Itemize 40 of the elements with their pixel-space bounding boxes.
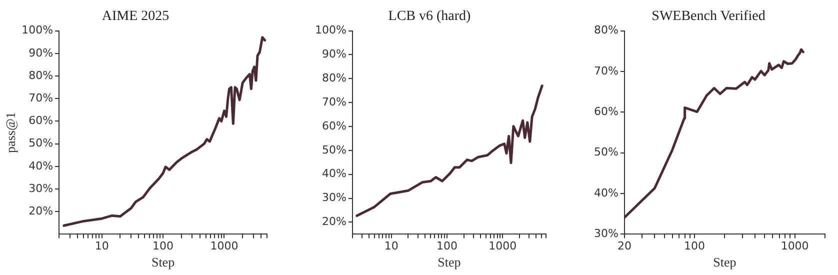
y-tick-label: 50% xyxy=(322,143,346,156)
y-tick-label: 20% xyxy=(322,215,346,228)
y-tick-label: 90% xyxy=(28,46,54,60)
y-tick-label: 40% xyxy=(322,167,346,180)
y-tick-label: 80% xyxy=(322,72,346,85)
x-axis-title: Step xyxy=(438,254,461,270)
x-tick-label: 1000 xyxy=(488,240,517,253)
x-tick-label: 100 xyxy=(152,240,174,253)
chart-title: LCB v6 (hard) xyxy=(388,9,472,24)
x-tick-label: 1000 xyxy=(210,240,238,253)
x-tick-label: 10 xyxy=(94,240,109,253)
y-tick-label: 90% xyxy=(322,48,346,61)
y-tick-label: 100% xyxy=(22,24,54,37)
y-tick-label: 30% xyxy=(322,191,346,204)
y-tick-label: 50% xyxy=(594,146,618,159)
y-tick-label: 30% xyxy=(28,182,54,195)
y-tick-label: 30% xyxy=(594,227,618,240)
y-tick-label: 60% xyxy=(28,114,54,128)
y-tick-label: 60% xyxy=(322,119,346,132)
x-tick-label: 10 xyxy=(384,240,398,253)
y-tick-label: 40% xyxy=(28,159,54,172)
y-axis-title: pass@1 xyxy=(3,112,18,153)
x-tick-label: 20 xyxy=(617,240,632,253)
x-axis-title: Step xyxy=(151,254,175,270)
y-tick-label: 40% xyxy=(594,186,618,200)
chart-title: AIME 2025 xyxy=(102,9,170,24)
y-tick-label: 70% xyxy=(594,64,618,78)
x-axis-title: Step xyxy=(713,254,736,270)
x-tick-label: 100 xyxy=(436,240,458,253)
y-tick-label: 70% xyxy=(28,91,54,104)
y-tick-label: 80% xyxy=(28,68,54,82)
y-tick-label: 50% xyxy=(28,136,54,150)
y-tick-label: 70% xyxy=(322,95,346,108)
x-tick-label: 1000 xyxy=(780,240,809,253)
y-tick-label: 80% xyxy=(594,24,618,37)
y-tick-label: 20% xyxy=(28,204,54,218)
y-tick-label: 60% xyxy=(594,105,618,118)
chart-title: SWEBench Verified xyxy=(652,9,766,24)
x-tick-label: 100 xyxy=(684,240,706,253)
y-tick-label: 100% xyxy=(314,24,346,37)
